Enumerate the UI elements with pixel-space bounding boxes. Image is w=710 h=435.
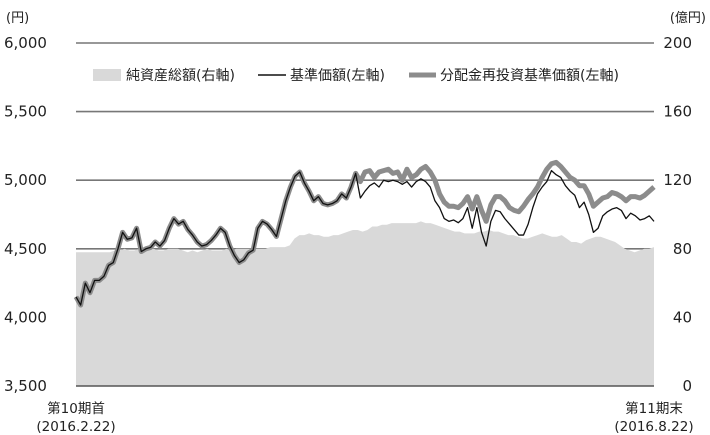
y-right-tick-label: 0 [682, 377, 692, 395]
x-label-end-line2: (2016.8.22) [614, 419, 693, 435]
x-label-start-line2: (2016.2.22) [36, 419, 115, 435]
y-right-tick-label: 200 [663, 34, 692, 52]
y-left-tick-label: 5,500 [4, 103, 47, 121]
x-label-end-line1: 第11期末 [625, 400, 683, 417]
x-label-start-line1: 第10期首 [47, 400, 105, 417]
y-left-tick-label: 5,000 [4, 171, 47, 189]
legend-label-base: 基準価額(左軸) [290, 67, 385, 84]
y-left-ticks: 3,500 4,000 4,500 5,000 5,500 6,000 [4, 34, 47, 395]
y-left-unit: (円) [6, 11, 29, 26]
net-assets-area [76, 221, 654, 386]
y-left-tick-label: 3,500 [4, 377, 47, 395]
legend: 純資産総額(右軸) 基準価額(左軸) 分配金再投資基準価額(左軸) [93, 67, 619, 84]
y-right-unit: (億円) [670, 10, 706, 26]
y-left-tick-label: 4,000 [4, 308, 47, 326]
y-right-tick-label: 40 [673, 308, 692, 326]
legend-label-reinvested: 分配金再投資基準価額(左軸) [440, 67, 619, 84]
y-right-ticks: 0 40 80 120 160 200 [663, 34, 692, 395]
y-right-tick-label: 120 [663, 171, 692, 189]
legend-label-area: 純資産総額(右軸) [126, 68, 235, 84]
legend-swatch-area [93, 69, 121, 81]
y-left-tick-label: 4,500 [4, 240, 47, 258]
y-left-tick-label: 6,000 [4, 34, 47, 52]
base-price-line [75, 169, 655, 306]
y-right-tick-label: 80 [673, 240, 692, 258]
y-right-tick-label: 160 [663, 103, 692, 121]
